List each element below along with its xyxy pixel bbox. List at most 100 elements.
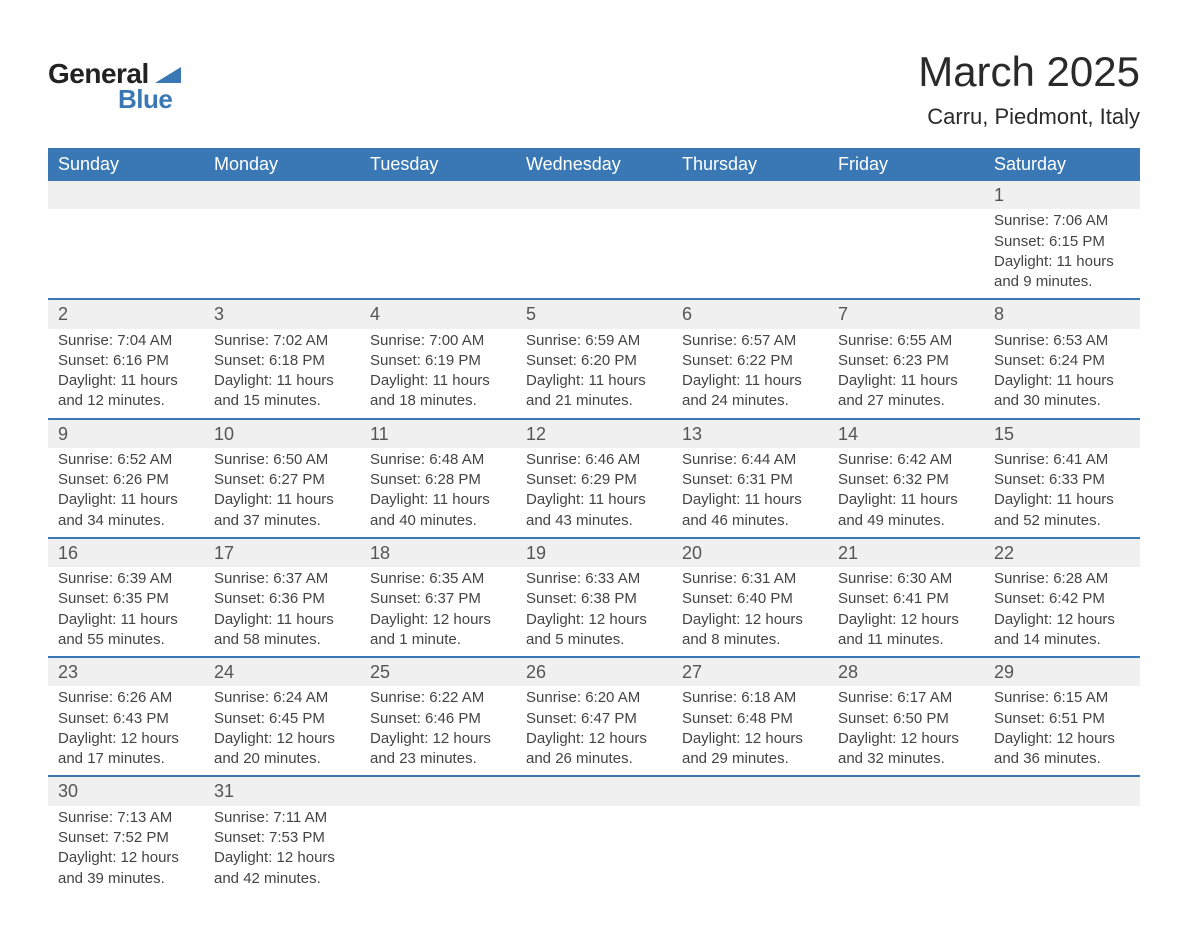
day-details: Sunrise: 6:37 AMSunset: 6:36 PMDaylight:…: [204, 567, 360, 657]
page-title: March 2025: [918, 48, 1140, 96]
day-details: [516, 209, 672, 299]
day-number: 2: [48, 299, 204, 328]
daylight-text: Daylight: 12 hours: [214, 729, 350, 749]
daylight-text: Daylight: 11 hours: [682, 371, 818, 391]
sunrise-text: Sunrise: 6:20 AM: [526, 688, 662, 708]
day-number: 9: [48, 419, 204, 448]
day-details: Sunrise: 6:52 AMSunset: 6:26 PMDaylight:…: [48, 448, 204, 538]
daylight-text: Daylight: 11 hours: [994, 490, 1130, 510]
daylight-text: and 32 minutes.: [838, 749, 974, 769]
daylight-text: Daylight: 11 hours: [58, 490, 194, 510]
day-number: [516, 776, 672, 805]
sunrise-text: Sunrise: 7:00 AM: [370, 331, 506, 351]
day-number: 28: [828, 657, 984, 686]
day-number: 29: [984, 657, 1140, 686]
sunrise-text: Sunrise: 6:37 AM: [214, 569, 350, 589]
sunset-text: Sunset: 6:50 PM: [838, 709, 974, 729]
day-details: [516, 806, 672, 895]
day-details: [984, 806, 1140, 895]
sunrise-text: Sunrise: 6:17 AM: [838, 688, 974, 708]
day-number: 3: [204, 299, 360, 328]
sunrise-text: Sunrise: 6:59 AM: [526, 331, 662, 351]
day-details: Sunrise: 6:42 AMSunset: 6:32 PMDaylight:…: [828, 448, 984, 538]
sunset-text: Sunset: 6:32 PM: [838, 470, 974, 490]
daylight-text: and 37 minutes.: [214, 511, 350, 531]
sunrise-text: Sunrise: 6:30 AM: [838, 569, 974, 589]
sunset-text: Sunset: 6:19 PM: [370, 351, 506, 371]
day-details: [360, 209, 516, 299]
daylight-text: and 46 minutes.: [682, 511, 818, 531]
daylight-text: and 36 minutes.: [994, 749, 1130, 769]
daylight-text: Daylight: 12 hours: [370, 729, 506, 749]
detail-row: Sunrise: 6:52 AMSunset: 6:26 PMDaylight:…: [48, 448, 1140, 538]
daynum-row: 16171819202122: [48, 538, 1140, 567]
daylight-text: Daylight: 12 hours: [214, 848, 350, 868]
sunrise-text: Sunrise: 6:42 AM: [838, 450, 974, 470]
logo: General Blue: [48, 48, 181, 115]
day-details: Sunrise: 6:20 AMSunset: 6:47 PMDaylight:…: [516, 686, 672, 776]
daylight-text: Daylight: 11 hours: [370, 371, 506, 391]
sunrise-text: Sunrise: 7:02 AM: [214, 331, 350, 351]
day-number: 19: [516, 538, 672, 567]
sunrise-text: Sunrise: 6:26 AM: [58, 688, 194, 708]
day-number: [516, 181, 672, 209]
weekday-header: Tuesday: [360, 148, 516, 181]
daylight-text: Daylight: 12 hours: [58, 848, 194, 868]
sunset-text: Sunset: 6:28 PM: [370, 470, 506, 490]
day-details: Sunrise: 6:50 AMSunset: 6:27 PMDaylight:…: [204, 448, 360, 538]
daylight-text: Daylight: 11 hours: [682, 490, 818, 510]
daylight-text: and 42 minutes.: [214, 869, 350, 889]
sunset-text: Sunset: 6:18 PM: [214, 351, 350, 371]
daylight-text: and 24 minutes.: [682, 391, 818, 411]
daylight-text: and 30 minutes.: [994, 391, 1130, 411]
day-details: Sunrise: 6:30 AMSunset: 6:41 PMDaylight:…: [828, 567, 984, 657]
day-details: Sunrise: 6:33 AMSunset: 6:38 PMDaylight:…: [516, 567, 672, 657]
sunset-text: Sunset: 6:47 PM: [526, 709, 662, 729]
day-number: [360, 776, 516, 805]
daylight-text: Daylight: 12 hours: [838, 729, 974, 749]
day-number: 10: [204, 419, 360, 448]
daynum-row: 9101112131415: [48, 419, 1140, 448]
day-number: 5: [516, 299, 672, 328]
sunset-text: Sunset: 6:31 PM: [682, 470, 818, 490]
sunrise-text: Sunrise: 6:35 AM: [370, 569, 506, 589]
day-number: [828, 181, 984, 209]
day-number: [48, 181, 204, 209]
daylight-text: Daylight: 11 hours: [838, 490, 974, 510]
daylight-text: and 12 minutes.: [58, 391, 194, 411]
day-details: [672, 209, 828, 299]
daylight-text: and 14 minutes.: [994, 630, 1130, 650]
detail-row: Sunrise: 6:39 AMSunset: 6:35 PMDaylight:…: [48, 567, 1140, 657]
day-details: Sunrise: 7:13 AMSunset: 7:52 PMDaylight:…: [48, 806, 204, 895]
sunrise-text: Sunrise: 6:46 AM: [526, 450, 662, 470]
location-subtitle: Carru, Piedmont, Italy: [918, 104, 1140, 130]
sunset-text: Sunset: 7:53 PM: [214, 828, 350, 848]
sunset-text: Sunset: 6:42 PM: [994, 589, 1130, 609]
day-details: Sunrise: 6:46 AMSunset: 6:29 PMDaylight:…: [516, 448, 672, 538]
logo-text-blue: Blue: [118, 84, 172, 115]
sunrise-text: Sunrise: 6:52 AM: [58, 450, 194, 470]
day-number: 8: [984, 299, 1140, 328]
daylight-text: Daylight: 11 hours: [994, 371, 1130, 391]
day-number: 6: [672, 299, 828, 328]
day-details: Sunrise: 6:31 AMSunset: 6:40 PMDaylight:…: [672, 567, 828, 657]
sunrise-text: Sunrise: 6:41 AM: [994, 450, 1130, 470]
daynum-row: 3031: [48, 776, 1140, 805]
sunset-text: Sunset: 6:36 PM: [214, 589, 350, 609]
daynum-row: 2345678: [48, 299, 1140, 328]
day-number: [204, 181, 360, 209]
day-number: 11: [360, 419, 516, 448]
day-number: 30: [48, 776, 204, 805]
daylight-text: and 20 minutes.: [214, 749, 350, 769]
title-block: March 2025 Carru, Piedmont, Italy: [918, 48, 1140, 130]
sunset-text: Sunset: 7:52 PM: [58, 828, 194, 848]
day-number: 13: [672, 419, 828, 448]
sunrise-text: Sunrise: 6:55 AM: [838, 331, 974, 351]
daylight-text: and 8 minutes.: [682, 630, 818, 650]
day-number: 4: [360, 299, 516, 328]
sunrise-text: Sunrise: 7:13 AM: [58, 808, 194, 828]
weekday-header: Saturday: [984, 148, 1140, 181]
day-details: Sunrise: 6:57 AMSunset: 6:22 PMDaylight:…: [672, 329, 828, 419]
sunset-text: Sunset: 6:51 PM: [994, 709, 1130, 729]
daynum-row: 1: [48, 181, 1140, 209]
